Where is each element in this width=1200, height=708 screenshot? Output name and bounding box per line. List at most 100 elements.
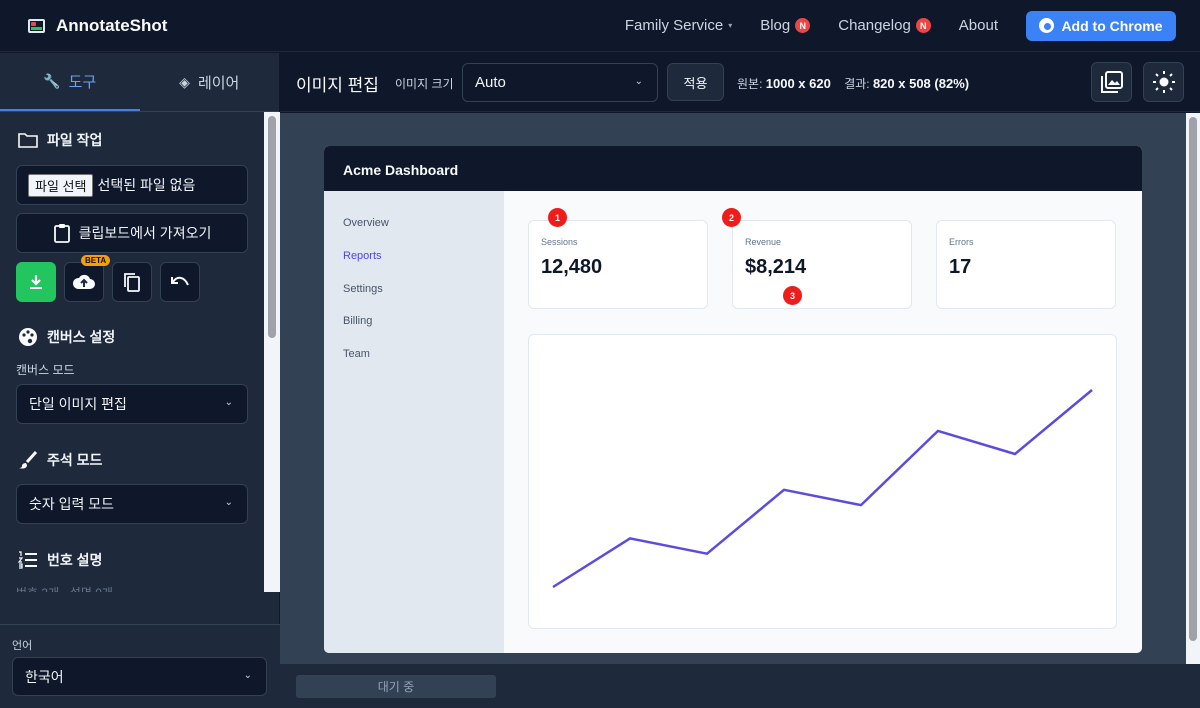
apply-button[interactable]: 적용	[667, 63, 724, 101]
stat-card-sessions: Sessions 12,480	[528, 220, 708, 309]
add-to-chrome-button[interactable]: Add to Chrome	[1026, 10, 1176, 41]
nav-changelog[interactable]: Changelog N	[838, 17, 931, 34]
gallery-button[interactable]	[1091, 62, 1132, 102]
chrome-icon	[1039, 18, 1055, 33]
top-navbar: AnnotateShot Family Service ▾ Blog N Cha…	[0, 0, 1200, 52]
dashboard-nav-item: Settings	[343, 283, 383, 295]
result-size-label: 결과:	[844, 77, 870, 91]
annotation-marker[interactable]: 1	[548, 208, 567, 227]
numbers-section-label: 번호 설명	[47, 552, 103, 568]
nav-blog[interactable]: Blog N	[760, 17, 811, 34]
nav-family-service[interactable]: Family Service ▾	[625, 17, 732, 34]
brand-name: AnnotateShot	[56, 15, 168, 35]
annotation-marker[interactable]: 2	[722, 208, 741, 227]
dashboard-nav-item: Reports	[343, 250, 382, 262]
sidebar-scrollbar[interactable]	[264, 112, 280, 592]
wrench-icon: 🔧	[43, 72, 61, 89]
numbered-list-icon	[18, 550, 38, 570]
original-size-label: 원본:	[737, 77, 763, 91]
canvas-mode-select[interactable]: 단일 이미지 편집 ⌄	[16, 384, 248, 424]
tab-tools-label: 도구	[68, 73, 97, 91]
sun-icon	[1152, 71, 1175, 93]
stat-value: $8,214	[745, 256, 807, 278]
copy-icon	[124, 273, 140, 292]
brush-icon	[18, 450, 38, 470]
sidebar-scroll-thumb[interactable]	[268, 116, 276, 338]
numbers-section-title: 번호 설명	[18, 550, 102, 570]
nav-about[interactable]: About	[959, 17, 998, 34]
chart-card	[528, 334, 1117, 629]
image-size-value: Auto	[475, 74, 506, 91]
canvas-scroll-thumb[interactable]	[1189, 117, 1197, 641]
clipboard-import-label: 클립보드에서 가져오기	[78, 225, 212, 241]
stat-label: Errors	[949, 237, 974, 247]
dashboard-title: Acme Dashboard	[324, 146, 1142, 191]
stat-card-errors: Errors 17	[936, 220, 1116, 309]
editor-title: 이미지 편집	[296, 76, 379, 95]
annotation-mode-select[interactable]: 숫자 입력 모드 ⌄	[16, 484, 248, 524]
language-area: 언어 한국어 ⌄	[0, 624, 280, 708]
brand[interactable]: AnnotateShot	[28, 16, 167, 36]
stat-label: Sessions	[541, 237, 578, 247]
image-size-select[interactable]: Auto ⌄	[462, 63, 658, 102]
tab-layers-label: 레이어	[197, 74, 240, 92]
size-info: 원본: 1000 x 620 결과: 820 x 508 (82%)	[737, 75, 969, 92]
clipboard-import-button[interactable]: 클립보드에서 가져오기	[16, 213, 248, 253]
cloud-upload-button[interactable]: BETA	[64, 255, 111, 302]
gallery-icon	[1100, 71, 1123, 93]
dashboard-sidebar: Overview Reports Settings Billing Team	[324, 191, 504, 653]
layers-icon: ◈	[179, 73, 190, 90]
theme-toggle-button[interactable]	[1143, 62, 1184, 102]
canvas-section-label: 캔버스 설정	[47, 329, 116, 345]
add-to-chrome-label: Add to Chrome	[1061, 17, 1163, 34]
choose-file-button[interactable]: 파일 선택	[28, 173, 94, 197]
language-value: 한국어	[25, 668, 64, 685]
chevron-down-icon: ▾	[728, 21, 733, 30]
stat-value: 17	[949, 256, 972, 278]
chevron-down-icon: ⌄	[243, 670, 252, 681]
logo-icon	[28, 18, 45, 33]
image-size-label: 이미지 크기	[395, 77, 454, 91]
dashboard-nav-item: Overview	[343, 217, 389, 229]
annotation-marker[interactable]: 3	[783, 286, 802, 305]
tab-layers[interactable]: ◈ 레이어	[140, 53, 280, 111]
clipboard-icon	[53, 223, 71, 243]
file-status: 선택된 파일 없음	[97, 177, 196, 193]
annotation-section-title: 주석 모드	[18, 450, 102, 470]
nav-changelog-label: Changelog	[838, 17, 911, 34]
tab-tools[interactable]: 🔧 도구	[0, 53, 140, 111]
new-badge: N	[795, 18, 811, 33]
language-label: 언어	[12, 640, 33, 652]
editor-toolbar: 이미지 편집 이미지 크기 Auto ⌄ 적용 원본: 1000 x 620 결…	[280, 53, 1200, 112]
palette-icon	[18, 327, 38, 347]
canvas-mode-value: 단일 이미지 편집	[29, 396, 127, 412]
nav-about-label: About	[958, 17, 998, 34]
result-size-value: 820 x 508 (82%)	[872, 76, 970, 91]
language-select[interactable]: 한국어 ⌄	[12, 657, 267, 696]
canvas-section-title: 캔버스 설정	[18, 327, 115, 347]
copy-button[interactable]	[112, 262, 152, 302]
beta-badge: BETA	[81, 255, 111, 266]
download-icon	[30, 275, 42, 289]
dashboard-nav-item: Team	[343, 348, 370, 360]
status-indicator: 대기 중	[296, 675, 496, 698]
file-section-title: 파일 작업	[18, 130, 102, 150]
canvas-image[interactable]: Acme Dashboard Overview Reports Settings…	[324, 146, 1142, 653]
annotation-section-label: 주석 모드	[47, 452, 103, 468]
chevron-down-icon: ⌄	[224, 497, 233, 508]
annotation-mode-value: 숫자 입력 모드	[29, 496, 115, 512]
chevron-down-icon: ⌄	[634, 76, 643, 87]
chevron-down-icon: ⌄	[224, 397, 233, 408]
original-size-value: 1000 x 620	[765, 76, 831, 91]
download-button[interactable]	[16, 262, 56, 302]
chart-line	[552, 389, 1093, 589]
file-input[interactable]: 파일 선택 선택된 파일 없음	[16, 165, 248, 205]
nav-blog-label: Blog	[760, 17, 791, 34]
canvas-scrollbar[interactable]	[1186, 113, 1200, 664]
sidebar: 🔧 도구 ◈ 레이어 파일 작업 파일 선택 선택된 파일 없음 클립보드에서 …	[0, 53, 280, 708]
stat-value: 12,480	[541, 256, 603, 278]
nav-family-service-label: Family Service	[624, 17, 724, 34]
sidebar-tabs: 🔧 도구 ◈ 레이어	[0, 53, 279, 112]
stat-label: Revenue	[745, 237, 782, 247]
undo-button[interactable]	[160, 262, 200, 302]
